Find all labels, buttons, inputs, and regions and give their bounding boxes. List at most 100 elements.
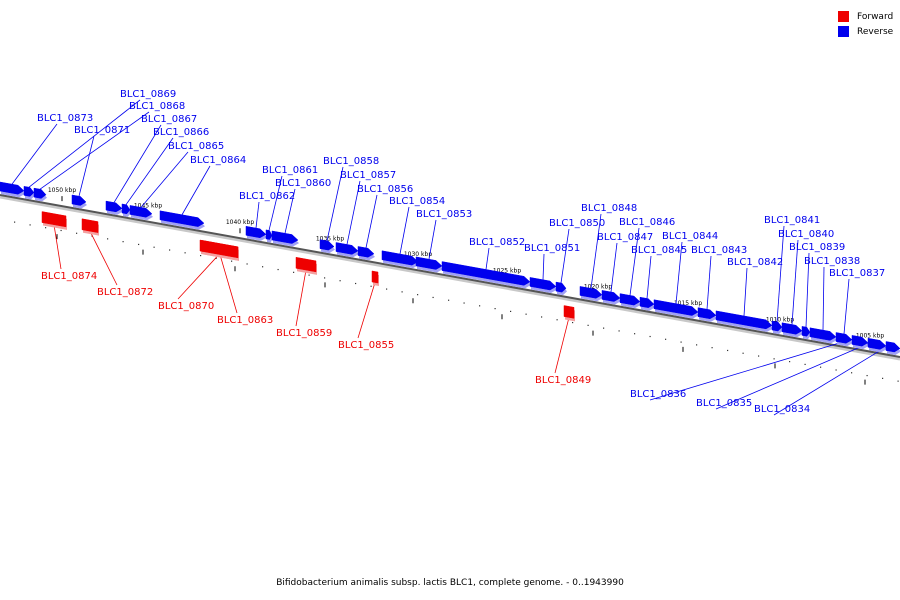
gene-label-blc1_0847: BLC1_0847 bbox=[597, 232, 653, 243]
leader-blc1_0846 bbox=[629, 227, 640, 296]
leader-blc1_0874 bbox=[53, 224, 62, 270]
minor-tick bbox=[804, 363, 806, 366]
leader-blc1_0867 bbox=[113, 124, 162, 203]
gene-label-blc1_0836: BLC1_0836 bbox=[630, 389, 686, 400]
minor-tick bbox=[603, 327, 605, 329]
gene-blc1_0860 bbox=[271, 230, 299, 244]
leader-blc1_0871 bbox=[78, 135, 95, 197]
backbone-shadow bbox=[0, 195, 900, 361]
leader-blc1_0841 bbox=[776, 225, 785, 322]
legend-reverse-label: Reverse bbox=[857, 26, 894, 37]
minor-tick bbox=[14, 221, 16, 223]
minor-tick bbox=[479, 305, 481, 307]
minor-tick bbox=[494, 308, 496, 310]
gene-label-blc1_0856: BLC1_0856 bbox=[357, 184, 413, 195]
backbone-line bbox=[0, 194, 900, 358]
minor-tick bbox=[60, 229, 62, 232]
minor-tick bbox=[401, 291, 403, 293]
gene-label-blc1_0867: BLC1_0867 bbox=[141, 114, 197, 125]
gene-label-blc1_0865: BLC1_0865 bbox=[168, 141, 224, 152]
leader-blc1_0872 bbox=[89, 231, 118, 286]
gene-label-blc1_0871: BLC1_0871 bbox=[74, 125, 130, 136]
gene-label-blc1_0852: BLC1_0852 bbox=[469, 237, 525, 248]
gene-blc1_0837 bbox=[835, 332, 853, 344]
leader-blc1_0851 bbox=[542, 253, 545, 280]
minor-tick bbox=[897, 380, 899, 382]
reverse-swatch bbox=[838, 26, 849, 37]
gene-blc1_0866 bbox=[121, 203, 131, 215]
minor-tick bbox=[773, 358, 775, 360]
minor-tick bbox=[680, 341, 682, 343]
tick-label: 1010 kbp bbox=[766, 316, 794, 323]
gene-blc1_0874 bbox=[41, 211, 67, 228]
gene-blc1_0854 bbox=[381, 250, 419, 266]
gene-label-blc1_0861: BLC1_0861 bbox=[262, 165, 318, 176]
minor-tick bbox=[200, 255, 202, 257]
genome-caption: Bifidobacterium animalis subsp. lactis B… bbox=[276, 578, 624, 588]
leader-blc1_0862 bbox=[255, 201, 260, 229]
gene-label-blc1_0848: BLC1_0848 bbox=[581, 203, 637, 214]
leader-blc1_0842 bbox=[743, 267, 748, 316]
gene-label-blc1_0835: BLC1_0835 bbox=[696, 398, 752, 409]
minor-tick bbox=[215, 257, 217, 259]
gene-blc1_0847 bbox=[601, 290, 621, 302]
minor-tick bbox=[153, 246, 155, 248]
label-leader-lines bbox=[11, 99, 894, 416]
leader-blc1_0856 bbox=[365, 194, 378, 248]
tick-label: 1020 kbp bbox=[584, 284, 612, 291]
tick-label: 1045 kbp bbox=[134, 203, 162, 210]
leader-blc1_0850 bbox=[560, 228, 570, 284]
leader-blc1_0855 bbox=[357, 282, 376, 339]
gene-label-blc1_0844: BLC1_0844 bbox=[662, 231, 718, 242]
minor-tick bbox=[339, 280, 341, 282]
minor-tick bbox=[29, 224, 31, 226]
leader-blc1_0835 bbox=[715, 339, 878, 410]
gene-label-blc1_0870: BLC1_0870 bbox=[158, 301, 214, 312]
gene-label-blc1_0851: BLC1_0851 bbox=[524, 243, 580, 254]
leader-blc1_0858 bbox=[326, 166, 344, 241]
minor-tick bbox=[618, 330, 620, 332]
gene-blc1_0871 bbox=[71, 194, 87, 206]
leader-blc1_0861 bbox=[268, 175, 283, 231]
gene-label-blc1_0843: BLC1_0843 bbox=[691, 245, 747, 256]
gene-label-blc1_0862: BLC1_0862 bbox=[239, 191, 295, 202]
gene-label-blc1_0873: BLC1_0873 bbox=[37, 113, 93, 124]
legend-forward-label: Forward bbox=[857, 11, 894, 22]
leader-blc1_0848 bbox=[590, 213, 602, 289]
gene-label-blc1_0863: BLC1_0863 bbox=[217, 315, 273, 326]
minor-tick bbox=[432, 296, 434, 299]
leader-blc1_0866 bbox=[125, 137, 174, 205]
gene-blc1_0868 bbox=[33, 187, 47, 199]
minor-tick bbox=[835, 369, 837, 371]
leader-blc1_0836 bbox=[649, 336, 861, 401]
leader-blc1_0849 bbox=[554, 317, 570, 374]
minor-tick bbox=[556, 319, 558, 321]
leader-blc1_0852 bbox=[485, 247, 490, 270]
gene-blc1_0844 bbox=[653, 299, 699, 316]
gene-blc1_0862 bbox=[245, 225, 267, 239]
leader-blc1_0847 bbox=[610, 242, 618, 293]
gene-blc1_0865 bbox=[129, 205, 153, 218]
forward-swatch bbox=[838, 11, 849, 22]
gene-label-blc1_0839: BLC1_0839 bbox=[789, 242, 845, 253]
leader-blc1_0844 bbox=[675, 241, 683, 304]
gene-blc1_0857 bbox=[335, 242, 359, 255]
tick-label: 1035 kbp bbox=[316, 235, 344, 242]
gene-blc1_0867 bbox=[105, 200, 123, 213]
minor-tick bbox=[882, 377, 884, 379]
minor-tick bbox=[355, 282, 357, 285]
minor-tick bbox=[634, 333, 636, 335]
leader-blc1_0845 bbox=[646, 255, 652, 299]
leader-blc1_0837 bbox=[843, 278, 850, 334]
minor-ticks bbox=[14, 221, 899, 382]
gene-blc1_0864 bbox=[159, 210, 205, 227]
tick-label: 1015 kbp bbox=[674, 300, 702, 307]
leader-blc1_0839 bbox=[805, 252, 810, 328]
tick-label: 1050 kbp bbox=[48, 187, 76, 194]
gene-blc1_0846 bbox=[619, 293, 641, 306]
gene-label-blc1_0838: BLC1_0838 bbox=[804, 256, 860, 267]
gene-blc1_0845 bbox=[639, 296, 655, 308]
gene-arrows bbox=[0, 181, 900, 355]
leader-blc1_0840 bbox=[791, 239, 799, 325]
